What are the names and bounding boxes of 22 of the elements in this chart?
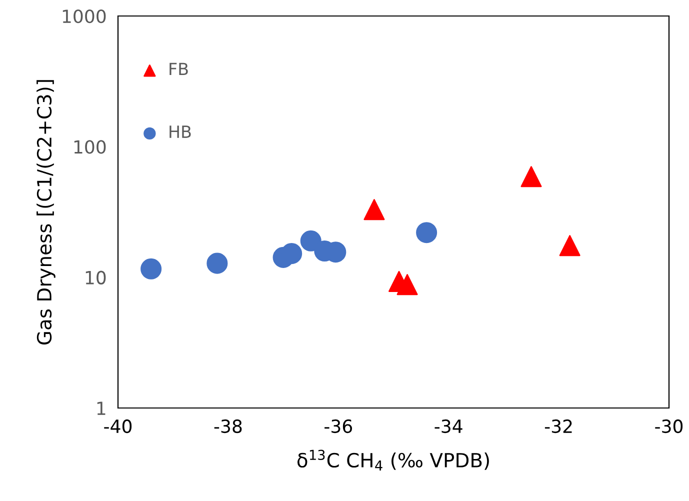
x-tick-label: -32 bbox=[544, 419, 572, 434]
legend-label: FB bbox=[170, 62, 188, 76]
point bbox=[206, 252, 228, 274]
y-tick-label: 100 bbox=[74, 140, 106, 154]
point bbox=[559, 235, 580, 256]
y-tick-label: 1000 bbox=[62, 9, 106, 24]
x-tick-label: -30 bbox=[655, 419, 683, 434]
x-axis-title: δ$^{13}$C CH$_{4}$ (‰ VPDB) bbox=[297, 450, 489, 470]
x-tick-label: -36 bbox=[324, 419, 352, 434]
x-tick-label: -40 bbox=[104, 419, 132, 434]
legend-label: HB bbox=[170, 126, 191, 138]
point bbox=[396, 274, 418, 296]
y-tick-label: 1 bbox=[97, 402, 106, 415]
point bbox=[520, 166, 542, 188]
y-axis-title: Gas Dryness [(C1/(C2+C3)] bbox=[36, 80, 56, 344]
point bbox=[300, 230, 322, 252]
x-tick-label: -38 bbox=[214, 419, 242, 434]
point bbox=[416, 222, 438, 244]
y-tick-label: 10 bbox=[86, 270, 106, 284]
point bbox=[140, 258, 162, 280]
x-tick-label: -34 bbox=[434, 419, 462, 434]
point bbox=[364, 199, 385, 220]
